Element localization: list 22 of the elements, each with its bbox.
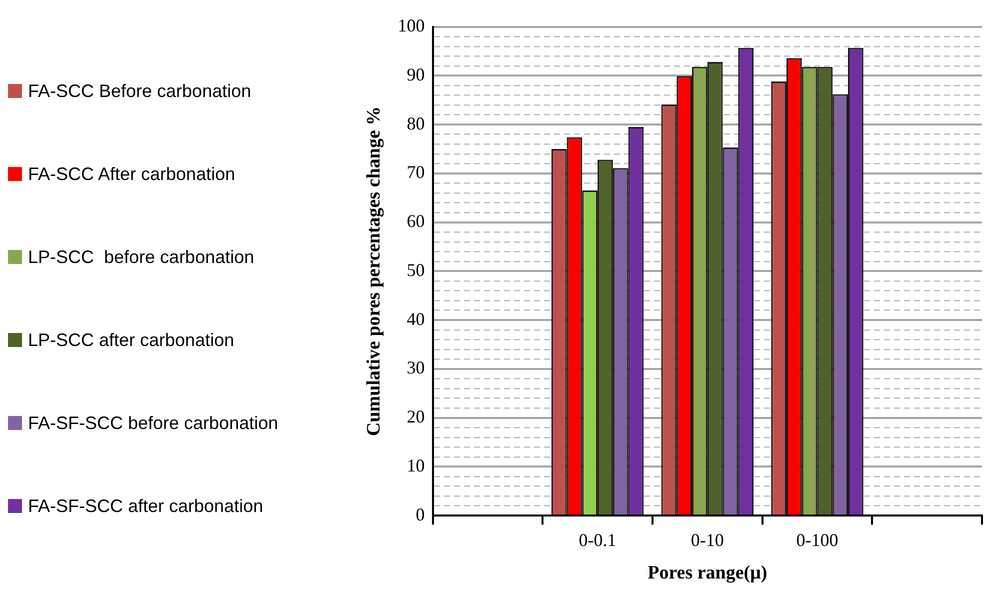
- y-tick-label: 40: [406, 308, 425, 329]
- legend-label: LP-SCC after carbonation: [28, 330, 234, 350]
- legend-label: FA-SF-SCC after carbonation: [28, 496, 264, 516]
- x-tick-label: 0-0.1: [578, 530, 616, 550]
- x-tick-label: 0-10: [690, 530, 724, 550]
- legend-label: FA-SCC Before carbonation: [28, 80, 252, 102]
- y-tick-label: 10: [406, 455, 425, 476]
- y-tick-label: 30: [406, 358, 425, 378]
- y-tick-label: 70: [406, 162, 425, 182]
- y-tick-label: 100: [398, 16, 425, 36]
- y-tick-label: 0: [416, 504, 425, 524]
- y-tick-label: 50: [406, 260, 425, 280]
- y-tick-label: 20: [406, 406, 425, 427]
- x-tick-label: 0-100: [796, 530, 838, 550]
- y-tick-label: 80: [406, 113, 425, 134]
- legend-label: FA-SF-SCC before carbonation: [28, 412, 278, 434]
- y-tick-label: 90: [406, 64, 425, 84]
- y-axis-title: Cumulative pores percentages change %: [363, 106, 384, 436]
- x-axis-title: Pores range(μ): [648, 562, 768, 584]
- legend-label: FA-SCC After carbonation: [28, 164, 236, 184]
- legend-label: LP-SCC before carbonation: [28, 246, 254, 268]
- y-tick-label: 60: [406, 211, 425, 232]
